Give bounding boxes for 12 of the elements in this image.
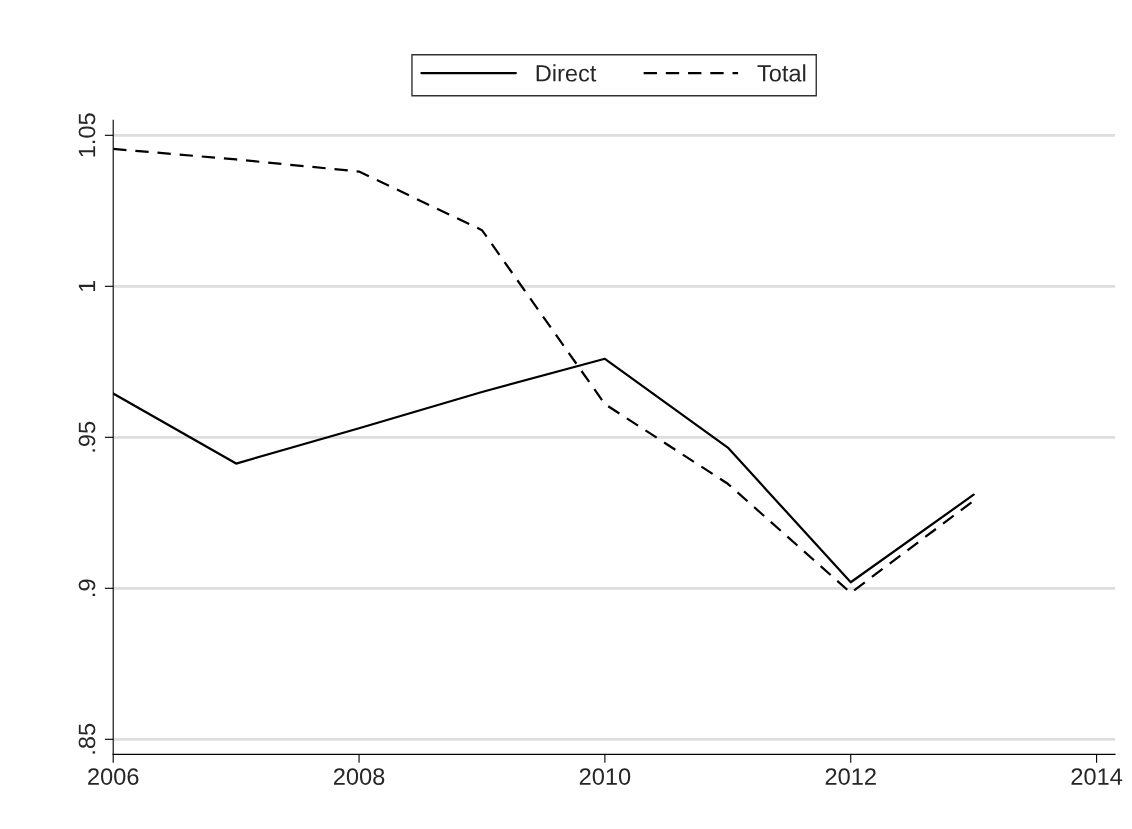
y-tick-label: 1: [78, 280, 96, 292]
y-tick-label: .9: [78, 579, 96, 596]
y-tick-label: .85: [78, 723, 96, 754]
x-tick-label: 2012: [825, 768, 876, 785]
legend-label: Total: [757, 64, 806, 82]
x-tick-label: 2006: [88, 768, 139, 785]
y-tick-label: .95: [78, 421, 96, 452]
y-tick-label: 1.05: [78, 113, 96, 157]
legend-label: Direct: [536, 64, 597, 82]
x-tick-label: 2014: [1071, 768, 1123, 785]
x-tick-label: 2008: [333, 768, 385, 785]
x-tick-label: 2010: [579, 768, 631, 785]
